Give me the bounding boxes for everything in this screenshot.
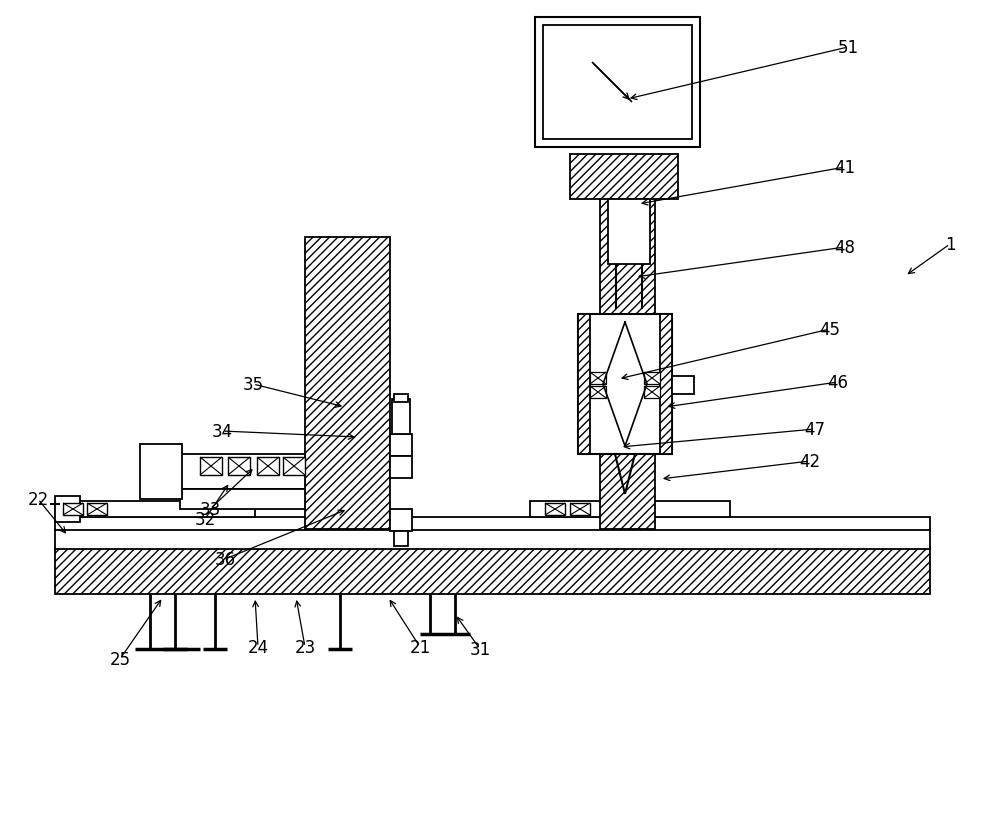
Bar [672,377,694,395]
Text: 46: 46 [828,373,848,391]
Bar [570,155,678,200]
Bar [578,314,590,455]
Bar [644,373,660,385]
Bar [390,434,412,456]
Bar [578,314,672,455]
Bar [600,195,655,529]
Bar [590,373,606,385]
Bar [394,395,408,402]
Text: 51: 51 [837,39,859,57]
Bar [180,490,305,509]
Bar [228,458,250,475]
Bar [644,387,660,399]
Bar [390,456,412,478]
Bar [545,504,565,515]
Bar [394,532,408,546]
Bar [590,387,606,399]
Bar [200,458,222,475]
Bar [55,529,930,550]
Bar [257,458,279,475]
Bar [543,26,692,140]
Bar [55,501,255,518]
Bar [55,547,930,595]
Bar [530,501,730,518]
Bar [140,445,182,500]
Bar [570,504,590,515]
Bar [390,509,412,532]
Bar [180,455,305,490]
Text: 48: 48 [834,238,856,256]
Bar [55,496,80,523]
Bar [87,504,107,515]
Bar [63,504,83,515]
Text: 21: 21 [409,638,431,656]
Bar [608,200,650,265]
Text: 41: 41 [834,159,856,177]
Text: 1: 1 [945,236,955,254]
Bar [660,314,672,455]
Text: 35: 35 [242,376,264,393]
Text: 31: 31 [469,640,491,658]
Text: 42: 42 [799,452,821,470]
Text: 22: 22 [27,491,49,509]
Text: 45: 45 [820,320,840,338]
Bar [392,400,410,434]
Text: 32: 32 [194,510,216,528]
Bar [55,518,930,531]
Text: 33: 33 [199,500,221,518]
Text: 24: 24 [247,638,269,656]
Bar [305,238,390,529]
Bar [283,458,305,475]
Bar [535,18,700,147]
Text: 23: 23 [294,638,316,656]
Text: 25: 25 [109,650,131,668]
Text: 47: 47 [804,420,826,438]
Text: 34: 34 [211,423,233,441]
Text: 36: 36 [214,550,236,568]
